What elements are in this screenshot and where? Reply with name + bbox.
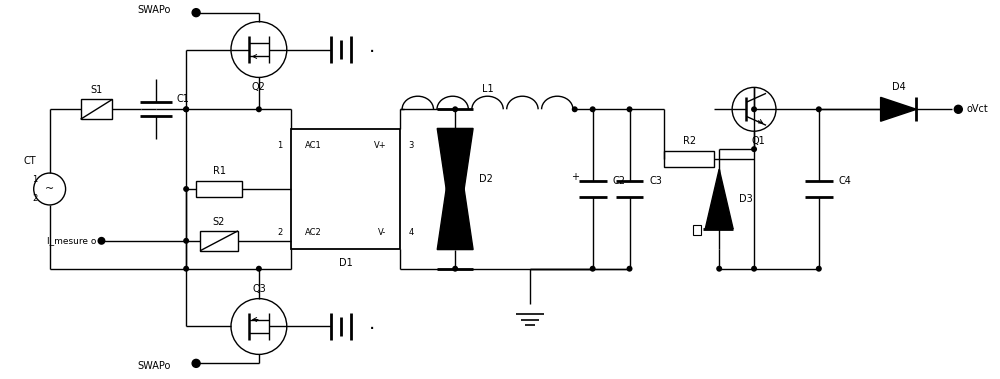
Circle shape	[183, 186, 189, 192]
Circle shape	[97, 237, 105, 245]
Circle shape	[256, 266, 262, 272]
Circle shape	[231, 299, 287, 354]
Text: 3: 3	[408, 141, 414, 150]
Text: L1: L1	[482, 85, 493, 94]
Text: V+: V+	[374, 141, 386, 150]
Text: oVct: oVct	[966, 104, 988, 114]
Text: 2: 2	[32, 194, 38, 204]
Polygon shape	[437, 128, 473, 250]
Text: +: +	[571, 172, 579, 182]
Text: C4: C4	[839, 176, 852, 186]
Text: D2: D2	[479, 174, 493, 184]
Circle shape	[183, 106, 189, 112]
Text: Q2: Q2	[252, 82, 266, 92]
Circle shape	[183, 106, 189, 112]
Text: D3: D3	[739, 194, 753, 204]
Text: SWAPo: SWAPo	[138, 5, 171, 15]
Circle shape	[816, 106, 822, 112]
Circle shape	[751, 146, 757, 152]
Text: Q1: Q1	[751, 136, 765, 146]
Circle shape	[590, 106, 596, 112]
Text: R2: R2	[683, 136, 696, 146]
Text: Q3: Q3	[252, 283, 266, 294]
Polygon shape	[881, 97, 916, 121]
Circle shape	[954, 105, 962, 113]
Bar	[291, 129, 400, 249]
Bar	[693, 225, 701, 235]
Text: AC1: AC1	[305, 141, 321, 150]
Text: S1: S1	[90, 85, 103, 96]
Circle shape	[751, 106, 757, 112]
Text: D4: D4	[892, 82, 905, 92]
Text: AC2: AC2	[305, 228, 321, 237]
Circle shape	[452, 106, 458, 112]
Circle shape	[572, 106, 578, 112]
Circle shape	[192, 9, 200, 17]
Text: 1: 1	[278, 141, 283, 150]
Circle shape	[183, 238, 189, 244]
Text: S2: S2	[213, 217, 225, 227]
Bar	[196, 181, 242, 197]
Circle shape	[34, 173, 66, 205]
Text: R1: R1	[213, 166, 226, 176]
Polygon shape	[705, 169, 733, 229]
Circle shape	[590, 266, 596, 272]
Circle shape	[256, 106, 262, 112]
Text: 2: 2	[278, 228, 283, 237]
Bar	[200, 231, 238, 251]
Text: ~: ~	[45, 184, 54, 194]
Circle shape	[452, 266, 458, 272]
Text: I_mesure o: I_mesure o	[47, 236, 96, 245]
Circle shape	[627, 106, 633, 112]
Text: C1: C1	[176, 94, 189, 104]
Text: ·: ·	[369, 43, 376, 62]
Text: D1: D1	[339, 258, 352, 268]
Text: C3: C3	[649, 176, 662, 186]
Bar	[664, 151, 714, 167]
Text: C2: C2	[613, 176, 626, 186]
Circle shape	[183, 266, 189, 272]
Circle shape	[627, 266, 633, 272]
Circle shape	[716, 266, 722, 272]
Polygon shape	[437, 128, 473, 250]
Circle shape	[816, 266, 822, 272]
Text: SWAPo: SWAPo	[138, 361, 171, 371]
Bar	[81, 99, 112, 119]
Circle shape	[192, 359, 200, 367]
Circle shape	[732, 88, 776, 131]
Circle shape	[751, 266, 757, 272]
Text: 1: 1	[32, 175, 38, 183]
Text: 4: 4	[408, 228, 414, 237]
Circle shape	[231, 22, 287, 77]
Text: ·: ·	[369, 320, 376, 339]
Text: CT: CT	[23, 156, 36, 166]
Text: V-: V-	[378, 228, 386, 237]
